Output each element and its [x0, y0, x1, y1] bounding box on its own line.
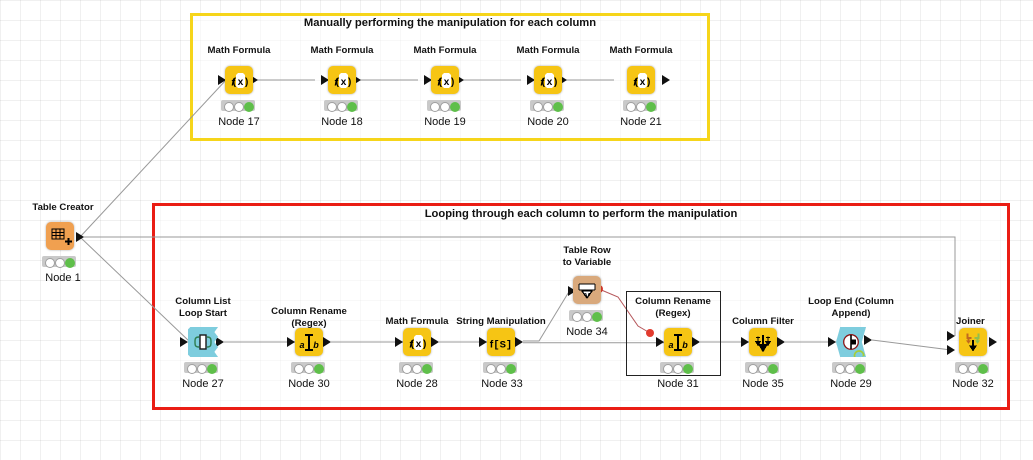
svg-text:b: b	[313, 340, 319, 350]
svg-text:b: b	[682, 340, 688, 350]
svg-text:V: V	[585, 293, 590, 300]
svg-text:f[S]: f[S]	[490, 339, 512, 352]
svg-text:a: a	[299, 340, 304, 350]
svg-text:a: a	[668, 340, 673, 350]
